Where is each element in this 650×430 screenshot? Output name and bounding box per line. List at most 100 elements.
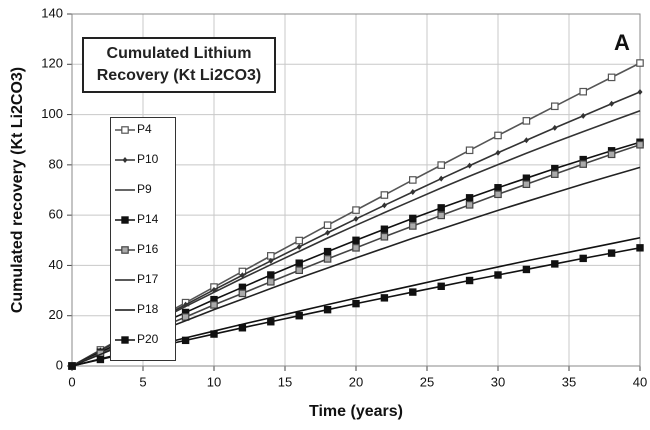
marker: [296, 243, 302, 250]
marker: [579, 87, 588, 96]
legend-label: P4: [137, 122, 152, 136]
marker: [121, 216, 129, 224]
marker: [323, 221, 332, 230]
legend-label: P17: [137, 272, 159, 286]
marker: [579, 254, 587, 263]
x-tick-label: 0: [68, 374, 75, 389]
marker: [210, 330, 218, 338]
legend-label: P18: [137, 302, 159, 316]
marker: [494, 190, 502, 199]
y-tick-label: 0: [56, 357, 63, 372]
marker: [409, 222, 417, 230]
marker: [437, 204, 445, 212]
marker: [267, 271, 275, 279]
marker: [295, 266, 304, 275]
marker: [352, 299, 360, 308]
y-tick-label: 100: [41, 106, 63, 121]
marker: [267, 318, 275, 326]
marker: [210, 301, 218, 309]
y-tick-label: 60: [49, 207, 63, 222]
marker: [122, 157, 128, 163]
marker: [465, 276, 474, 285]
x-axis-label: Time (years): [309, 403, 403, 420]
marker: [494, 184, 502, 192]
legend-label: P10: [137, 152, 159, 166]
y-axis-label: Cumulated recovery (Kt Li2CO3): [9, 67, 26, 313]
marker: [238, 289, 247, 298]
marker: [465, 194, 474, 202]
marker: [323, 255, 332, 263]
marker: [495, 149, 501, 156]
marker: [607, 249, 616, 257]
marker: [636, 140, 644, 149]
y-tick-label: 140: [41, 5, 63, 20]
legend: P4 P10 P9 P14 P16 P17 P18 P20: [110, 117, 176, 361]
marker: [437, 282, 445, 290]
marker: [465, 201, 474, 209]
marker: [295, 312, 303, 320]
marker: [552, 124, 558, 131]
marker: [550, 170, 559, 178]
marker: [409, 214, 417, 223]
legend-label: P16: [137, 242, 159, 256]
marker: [580, 112, 586, 119]
marker: [437, 161, 446, 169]
marker: [437, 211, 446, 220]
marker: [239, 272, 245, 279]
x-tick-label: 15: [278, 374, 292, 389]
marker: [267, 277, 275, 286]
marker: [323, 247, 332, 256]
x-tick-label: 25: [420, 374, 434, 389]
x-tick-label: 10: [207, 374, 221, 389]
marker: [579, 160, 588, 168]
marker: [68, 362, 76, 370]
marker: [494, 131, 502, 140]
marker: [121, 126, 129, 134]
marker: [380, 232, 389, 241]
y-tick-label: 80: [49, 156, 63, 171]
marker: [96, 355, 105, 364]
marker: [238, 324, 247, 332]
marker: [636, 244, 644, 252]
y-tick-label: 40: [49, 257, 63, 272]
marker: [522, 117, 531, 125]
marker: [381, 202, 387, 209]
plot-frame: [71, 13, 641, 367]
marker: [380, 191, 389, 199]
marker: [551, 260, 559, 268]
marker: [550, 102, 559, 111]
chart-title: Cumulated Lithium Recovery (Kt Li2CO3): [82, 37, 276, 93]
marker: [522, 180, 531, 189]
marker: [352, 244, 360, 252]
marker: [523, 137, 529, 144]
marker: [121, 246, 129, 254]
marker: [410, 189, 416, 196]
marker: [637, 88, 643, 95]
marker: [409, 176, 417, 184]
marker: [465, 146, 474, 155]
x-tick-label: 20: [349, 374, 363, 389]
marker: [295, 236, 304, 245]
legend-label: P9: [137, 182, 152, 196]
marker: [438, 175, 444, 182]
legend-graphic: P4 P10 P9 P14 P16 P17 P18 P20: [115, 122, 159, 346]
marker: [352, 206, 360, 214]
y-tick-label: 120: [41, 56, 63, 71]
marker: [380, 225, 389, 233]
marker: [636, 59, 644, 67]
marker: [380, 294, 389, 302]
legend-label: P14: [137, 212, 159, 226]
marker: [609, 100, 615, 107]
marker: [323, 305, 332, 314]
marker: [181, 336, 190, 345]
marker: [295, 259, 303, 267]
marker: [268, 257, 274, 264]
marker: [607, 150, 616, 159]
marker: [607, 73, 616, 82]
x-tick-label: 30: [491, 374, 505, 389]
marker: [352, 236, 360, 244]
marker: [353, 215, 359, 222]
x-tick-label: 35: [562, 374, 576, 389]
marker: [522, 265, 531, 274]
